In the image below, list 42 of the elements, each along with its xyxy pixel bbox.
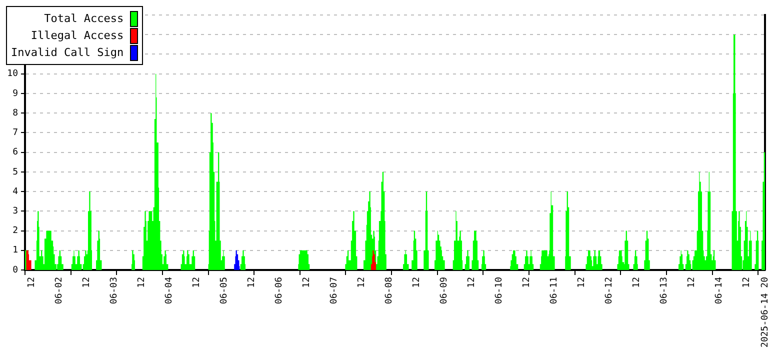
x-tick-label: 06-03 [110, 277, 120, 304]
x-tick-label: 06-14 [714, 277, 725, 304]
legend-label: Illegal Access [30, 29, 124, 42]
y-tick-label: 1 [12, 246, 18, 256]
y-tick-label: 7 [12, 128, 18, 138]
y-tick-label: 4 [12, 186, 18, 197]
y-tick-label: 3 [12, 206, 18, 216]
x-tick-label: 06-08 [384, 277, 395, 304]
x-tick-label: 12 [742, 277, 752, 288]
y-tick-label: 0 [12, 265, 18, 276]
x-tick-label: 06-13 [660, 277, 670, 304]
x-tick-label: 06-07 [330, 277, 340, 304]
y-tick-label: 6 [12, 148, 18, 158]
x-tick-label: 12 [577, 277, 588, 288]
x-tick-label: 12 [412, 277, 422, 288]
x-tick-label: 12 [632, 277, 642, 288]
legend-label: Total Access [44, 12, 124, 25]
x-tick-label: 12 [302, 277, 312, 288]
x-tick-label: 06-11 [550, 277, 560, 304]
x-tick-label: 12 [687, 277, 698, 288]
x-tick-label: 12 [467, 277, 478, 288]
y-tick-label: 10 [7, 69, 18, 80]
x-tick-label: 06-04 [164, 277, 175, 304]
x-tick-label: 12 [82, 277, 92, 288]
x-tick-label: 06-10 [494, 277, 505, 304]
x-tick-label: 12 [27, 277, 38, 288]
x-tick-label: 12 [522, 277, 532, 288]
x-tick-label: 12 [192, 277, 202, 288]
x-tick-label: 06-06 [274, 277, 285, 304]
x-tick-label: 2025-06-14 20 [760, 277, 770, 348]
y-tick-label: 9 [12, 88, 18, 99]
x-tick-label: 06-05 [220, 277, 230, 304]
x-tick-label: 06-12 [604, 277, 615, 304]
x-tick-label: 12 [357, 277, 368, 288]
x-tick-label: 06-02 [54, 277, 65, 304]
legend-label: Invalid Call Sign [11, 46, 124, 59]
x-tick-label: 06-09 [440, 277, 450, 304]
x-tick-label: 12 [247, 277, 258, 288]
y-tick-label: 8 [12, 108, 18, 118]
y-tick-label: 5 [12, 167, 18, 178]
y-tick-label: 2 [12, 226, 18, 236]
x-tick-label: 12 [137, 277, 148, 288]
